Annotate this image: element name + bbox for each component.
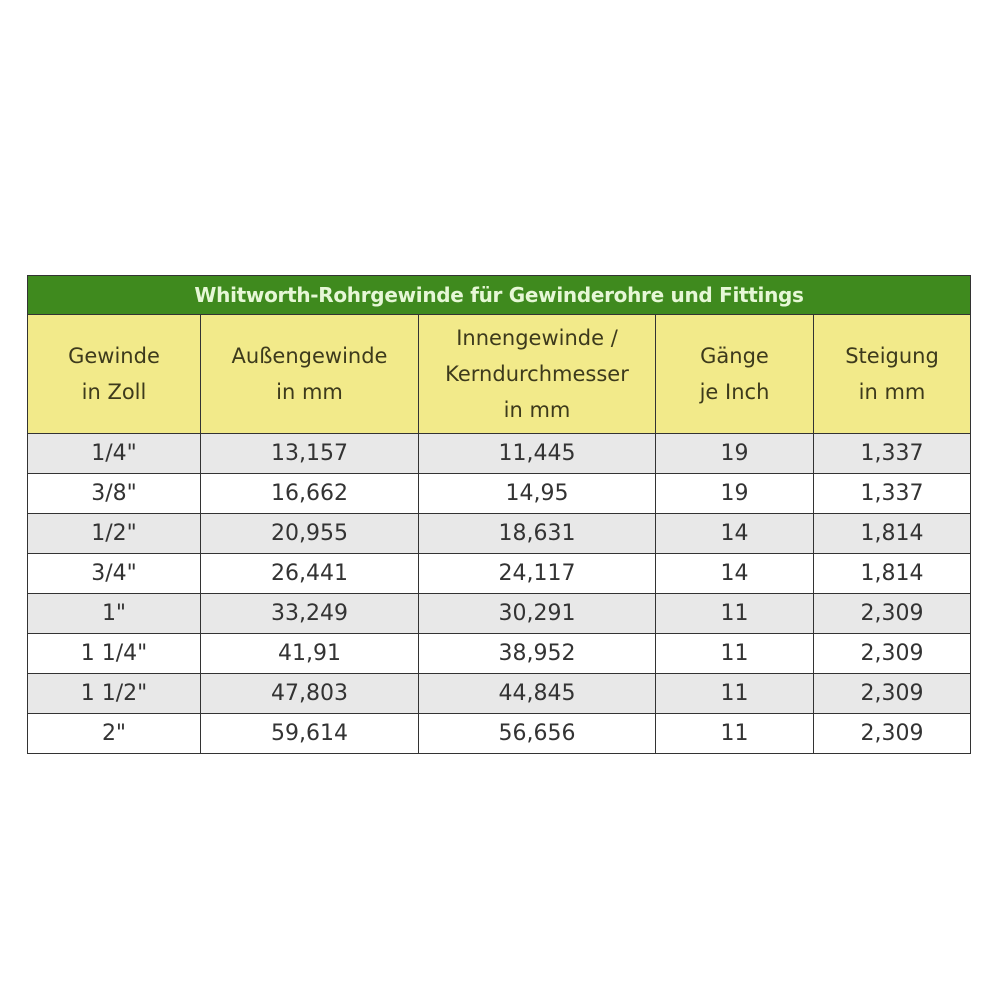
table-row: 1 1/2" 47,803 44,845 11 2,309 — [27, 673, 972, 714]
column-header-line: in mm — [503, 398, 571, 422]
table-cell: 1 1/4" — [27, 633, 201, 674]
table-cell: 14 — [655, 513, 814, 554]
table-cell: 2,309 — [812, 713, 972, 754]
table-cell: 1,814 — [812, 513, 972, 554]
table-cell: 2" — [27, 713, 201, 754]
table-cell: 44,845 — [418, 673, 656, 714]
column-header-line: in mm — [276, 380, 343, 404]
table-cell: 19 — [655, 433, 814, 474]
column-header: Gewinde in Zoll — [27, 314, 201, 434]
column-header: Gänge je Inch — [655, 314, 814, 434]
table-cell: 13,157 — [200, 433, 419, 474]
table-cell: 30,291 — [418, 593, 656, 634]
column-header: Außengewinde in mm — [200, 314, 419, 434]
column-header-line: je Inch — [699, 380, 770, 404]
table-cell: 14,95 — [418, 473, 656, 514]
table-cell: 38,952 — [418, 633, 656, 674]
table-row: 2" 59,614 56,656 11 2,309 — [27, 713, 972, 754]
table-cell: 1/4" — [27, 433, 201, 474]
table-cell: 2,309 — [812, 593, 972, 634]
table-cell: 2,309 — [812, 633, 972, 674]
table-cell: 3/4" — [27, 553, 201, 594]
table-cell: 1 1/2" — [27, 673, 201, 714]
table-cell: 1" — [27, 593, 201, 634]
table-cell: 11 — [655, 673, 814, 714]
table-row: 3/8" 16,662 14,95 19 1,337 — [27, 473, 972, 514]
table-row: 1 1/4" 41,91 38,952 11 2,309 — [27, 633, 972, 674]
table-cell: 41,91 — [200, 633, 419, 674]
column-header-line: in mm — [858, 380, 926, 404]
table-cell: 18,631 — [418, 513, 656, 554]
header-row: Gewinde in Zoll Außengewinde in mm Innengewi… — [27, 314, 972, 434]
column-header-line: Innengewinde / — [456, 326, 618, 350]
table-cell: 26,441 — [200, 553, 419, 594]
column-header-line: Außengewinde — [231, 344, 388, 368]
table-cell: 11 — [655, 713, 814, 754]
table-cell: 33,249 — [200, 593, 419, 634]
table-cell: 1,814 — [812, 553, 972, 594]
column-header-line: Gewinde — [68, 344, 160, 368]
column-header-line: Steigung — [845, 344, 939, 368]
table-cell: 20,955 — [200, 513, 419, 554]
column-header-line: Gänge — [700, 344, 769, 368]
column-header: Innengewinde / Kerndurchmesser in mm — [418, 314, 656, 434]
table-cell: 1/2" — [27, 513, 201, 554]
column-header-line: Kerndurchmesser — [445, 362, 629, 386]
table-title: Whitworth-Rohrgewinde für Gewinderohre u… — [26, 275, 972, 315]
column-header: Steigung in mm — [812, 314, 972, 434]
table-cell: 56,656 — [418, 713, 656, 754]
table-cell: 14 — [655, 553, 814, 594]
table-cell: 19 — [655, 473, 814, 514]
table-cell: 2,309 — [812, 673, 972, 714]
table-cell: 11,445 — [418, 433, 656, 474]
table-cell: 59,614 — [200, 713, 419, 754]
thread-table: Whitworth-Rohrgewinde für Gewinderohre u… — [26, 275, 972, 754]
table-cell: 3/8" — [27, 473, 201, 514]
table-cell: 47,803 — [200, 673, 419, 714]
column-header-line: in Zoll — [81, 380, 147, 404]
table-cell: 11 — [655, 633, 814, 674]
table-cell: 11 — [655, 593, 814, 634]
table-row: 1" 33,249 30,291 11 2,309 — [27, 593, 972, 634]
table-cell: 1,337 — [812, 433, 972, 474]
table-row: 1/4" 13,157 11,445 19 1,337 — [27, 433, 972, 474]
table-cell: 16,662 — [200, 473, 419, 514]
table-row: 3/4" 26,441 24,117 14 1,814 — [27, 553, 972, 594]
table-cell: 24,117 — [418, 553, 656, 594]
table-row: 1/2" 20,955 18,631 14 1,814 — [27, 513, 972, 554]
table-cell: 1,337 — [812, 473, 972, 514]
